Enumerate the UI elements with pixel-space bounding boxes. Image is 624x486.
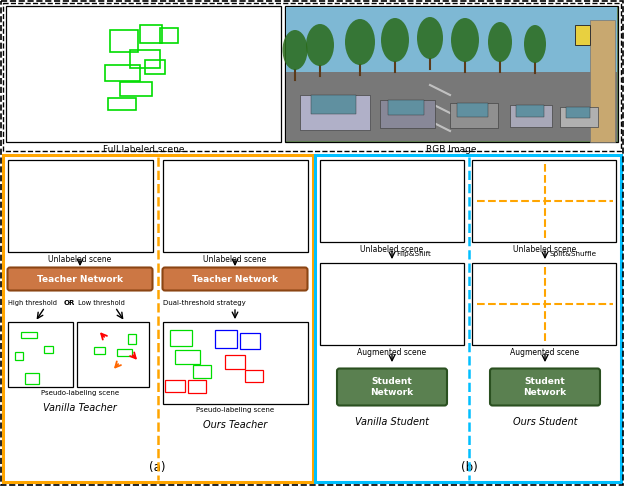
Text: Vanilla Student: Vanilla Student bbox=[355, 417, 429, 427]
Text: Unlabeled scene: Unlabeled scene bbox=[514, 245, 577, 254]
Bar bbox=[3, 3, 621, 151]
Bar bbox=[110, 30, 138, 52]
Text: Teacher Network: Teacher Network bbox=[37, 275, 123, 283]
Bar bbox=[165, 380, 185, 392]
Bar bbox=[566, 107, 590, 118]
Bar bbox=[175, 350, 200, 364]
Bar bbox=[388, 100, 424, 115]
Bar bbox=[188, 380, 206, 393]
Text: Low threshold: Low threshold bbox=[76, 300, 125, 306]
Text: Vanilla Teacher: Vanilla Teacher bbox=[43, 403, 117, 413]
Text: (b): (b) bbox=[461, 461, 477, 474]
Bar bbox=[472, 160, 616, 242]
Text: High threshold: High threshold bbox=[8, 300, 59, 306]
Bar bbox=[120, 82, 152, 96]
Bar bbox=[315, 155, 621, 482]
Bar bbox=[26, 373, 39, 384]
Ellipse shape bbox=[345, 19, 375, 65]
Text: Dual-threshold strategy: Dual-threshold strategy bbox=[163, 300, 246, 306]
Text: Augmented scene: Augmented scene bbox=[510, 348, 580, 357]
Bar bbox=[140, 25, 162, 43]
FancyBboxPatch shape bbox=[7, 267, 152, 291]
Bar bbox=[163, 322, 308, 404]
Bar bbox=[15, 352, 24, 360]
Bar bbox=[8, 322, 73, 387]
Bar bbox=[3, 155, 313, 482]
Bar bbox=[560, 107, 598, 127]
Bar bbox=[170, 330, 192, 346]
Bar bbox=[193, 365, 211, 378]
Ellipse shape bbox=[306, 24, 334, 66]
FancyBboxPatch shape bbox=[490, 368, 600, 405]
Bar bbox=[215, 330, 237, 348]
Bar bbox=[300, 95, 370, 130]
Bar bbox=[575, 25, 590, 45]
Text: Augmented scene: Augmented scene bbox=[358, 348, 427, 357]
Bar bbox=[285, 6, 618, 142]
Bar bbox=[117, 349, 132, 356]
Bar bbox=[130, 50, 160, 68]
Bar bbox=[21, 332, 37, 338]
Text: Pseudo-labeling scene: Pseudo-labeling scene bbox=[196, 407, 274, 413]
Text: OR: OR bbox=[64, 300, 76, 306]
Bar bbox=[457, 103, 489, 117]
Polygon shape bbox=[286, 72, 617, 141]
Bar bbox=[225, 355, 245, 369]
Bar bbox=[245, 370, 263, 382]
Bar bbox=[6, 6, 281, 142]
Ellipse shape bbox=[488, 22, 512, 62]
Bar bbox=[77, 322, 149, 387]
Bar bbox=[105, 65, 140, 81]
Text: Student
Network: Student Network bbox=[524, 377, 567, 398]
Text: (a): (a) bbox=[149, 461, 165, 474]
Ellipse shape bbox=[283, 30, 308, 70]
Bar bbox=[311, 95, 356, 114]
Bar bbox=[160, 28, 178, 43]
Bar bbox=[8, 160, 153, 252]
Bar bbox=[450, 103, 498, 128]
Text: Student
Network: Student Network bbox=[371, 377, 414, 398]
Bar bbox=[145, 60, 165, 74]
Bar bbox=[108, 98, 136, 110]
Text: Unlabeled scene: Unlabeled scene bbox=[49, 255, 112, 264]
Bar bbox=[320, 263, 464, 345]
Text: Unlabeled scene: Unlabeled scene bbox=[203, 255, 266, 264]
Bar bbox=[472, 263, 616, 345]
FancyBboxPatch shape bbox=[162, 267, 308, 291]
Bar bbox=[286, 7, 617, 72]
Text: RGB Image: RGB Image bbox=[426, 145, 476, 154]
Bar bbox=[510, 105, 552, 127]
Bar bbox=[44, 347, 53, 353]
Bar bbox=[590, 20, 615, 142]
Text: Ours Student: Ours Student bbox=[513, 417, 577, 427]
Text: Pseudo-labeling scene: Pseudo-labeling scene bbox=[41, 390, 119, 396]
Ellipse shape bbox=[451, 18, 479, 62]
Text: Ours Teacher: Ours Teacher bbox=[203, 420, 267, 430]
Bar bbox=[94, 347, 105, 354]
Text: Full labeled scene: Full labeled scene bbox=[103, 145, 185, 154]
Ellipse shape bbox=[524, 25, 546, 63]
Bar bbox=[516, 105, 544, 117]
Bar bbox=[128, 334, 136, 344]
Bar bbox=[163, 160, 308, 252]
Ellipse shape bbox=[417, 17, 443, 59]
FancyBboxPatch shape bbox=[337, 368, 447, 405]
Text: Split&Shuffle: Split&Shuffle bbox=[549, 251, 596, 257]
Bar bbox=[320, 160, 464, 242]
Bar bbox=[380, 100, 435, 128]
Ellipse shape bbox=[381, 18, 409, 62]
Text: Teacher Network: Teacher Network bbox=[192, 275, 278, 283]
Text: Unlabeled scene: Unlabeled scene bbox=[361, 245, 424, 254]
Bar bbox=[240, 333, 260, 349]
Text: Flip&Shift: Flip&Shift bbox=[396, 251, 431, 257]
